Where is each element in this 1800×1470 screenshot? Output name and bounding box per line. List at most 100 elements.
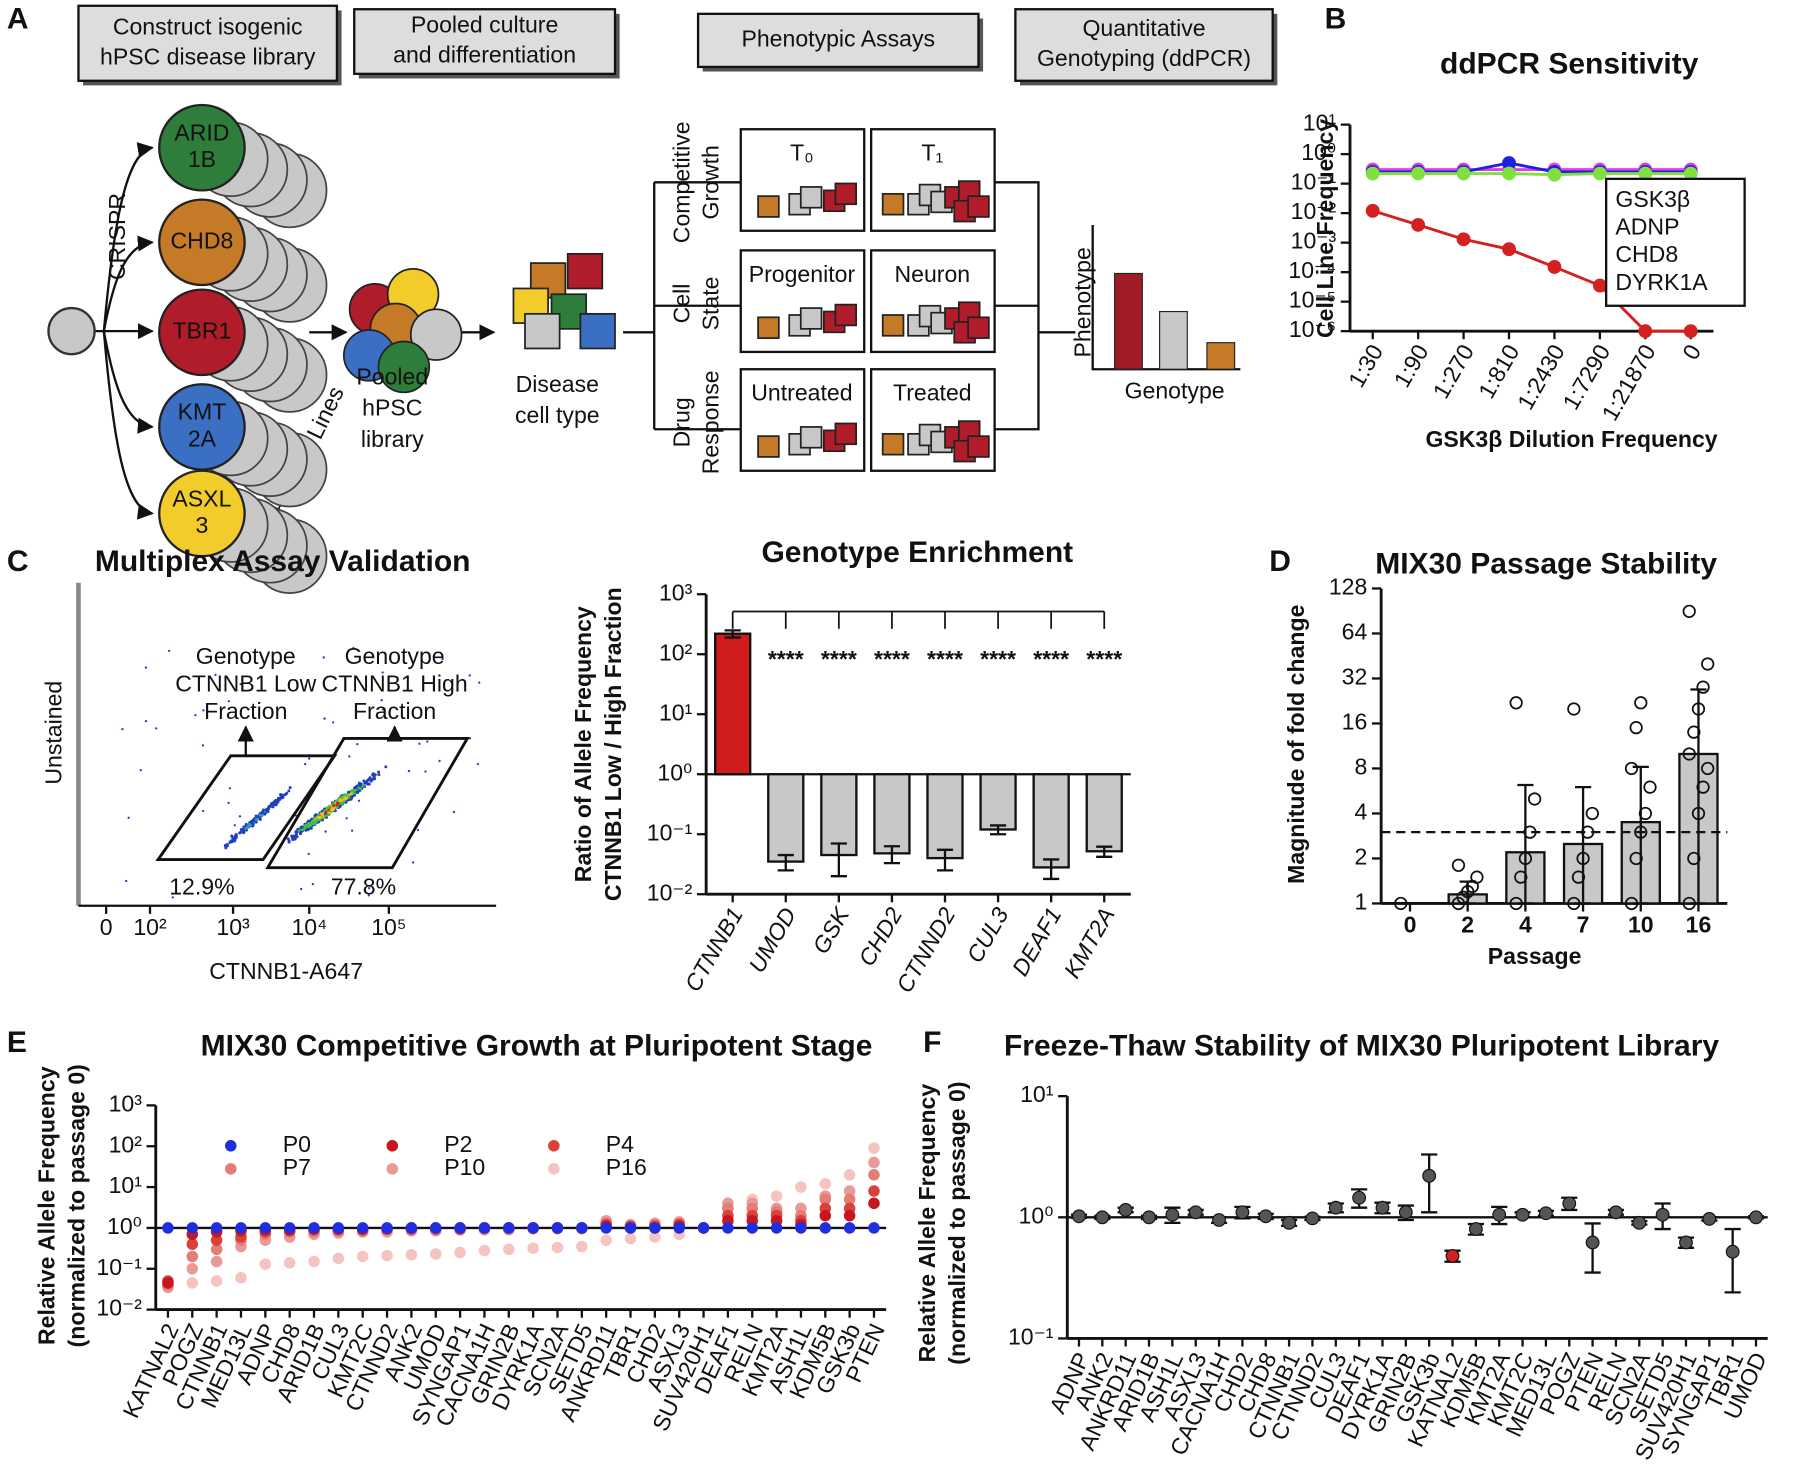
- chart-title: Freeze-Thaw Stability of MIX30 Pluripote…: [1004, 1030, 1719, 1063]
- schematic-bar: [1114, 272, 1143, 370]
- point: [843, 1169, 856, 1181]
- x-tick-label: 1:90: [1389, 340, 1434, 392]
- event-dot: [314, 820, 318, 824]
- x-tick-label: KMT2A: [1059, 903, 1120, 983]
- point: [843, 1222, 856, 1234]
- event-dot: [288, 786, 292, 790]
- event-dot: [287, 840, 291, 844]
- event-dot: [308, 757, 311, 760]
- pool-label: Pooled: [356, 364, 428, 390]
- event-dot: [326, 805, 330, 809]
- point: [1683, 324, 1698, 339]
- point: [1634, 696, 1648, 710]
- point: [478, 1244, 491, 1257]
- bar: [767, 773, 805, 863]
- cell-line-label: CHD8: [171, 227, 234, 253]
- point: [1682, 896, 1696, 911]
- point: [1632, 1215, 1647, 1230]
- chart-title: Genotype Enrichment: [761, 536, 1073, 569]
- point: [697, 1222, 710, 1234]
- point: [1691, 806, 1706, 821]
- point: [259, 1222, 272, 1234]
- event-dot: [314, 813, 318, 817]
- event-dot: [313, 822, 317, 826]
- event-dot: [254, 814, 258, 818]
- event-dot: [358, 784, 362, 788]
- cell-square: [757, 435, 780, 458]
- event-dot: [373, 773, 377, 777]
- event-dot: [303, 825, 307, 829]
- point: [673, 1222, 685, 1234]
- point: [722, 1222, 734, 1234]
- pool-cell: [409, 308, 463, 361]
- readout-x: Genotype: [1125, 377, 1225, 403]
- header-text: hPSC disease library: [100, 43, 316, 69]
- point: [624, 1232, 637, 1245]
- point: [1547, 167, 1562, 182]
- bar: [979, 773, 1017, 831]
- event-dot: [144, 666, 148, 669]
- event-dot: [233, 824, 236, 827]
- cell-line-label: TBR1: [172, 317, 231, 343]
- x-tick-label: 10²: [133, 914, 167, 940]
- cell-line: [158, 469, 246, 558]
- event-dot: [249, 820, 253, 824]
- event-dot: [369, 779, 373, 783]
- point: [600, 1234, 612, 1246]
- legend-marker: [386, 1163, 399, 1175]
- point: [1365, 203, 1380, 218]
- legend-label: P16: [606, 1154, 647, 1180]
- y-tick-label: 10⁰: [1301, 139, 1336, 165]
- point: [843, 1209, 856, 1222]
- cell-square: [834, 182, 858, 206]
- point: [1571, 870, 1586, 884]
- point: [1655, 1207, 1670, 1222]
- event-dot: [168, 649, 171, 653]
- legend-label: P10: [444, 1154, 485, 1180]
- point: [356, 1250, 369, 1263]
- point: [1398, 1205, 1413, 1220]
- event-dot: [476, 762, 479, 766]
- series-line: [1372, 161, 1691, 174]
- event-dot: [336, 802, 340, 806]
- point: [162, 1222, 174, 1234]
- header-box: [353, 8, 617, 75]
- point: [478, 1222, 491, 1234]
- event-dot: [244, 822, 248, 826]
- event-dot: [125, 879, 128, 883]
- point: [1375, 1200, 1390, 1215]
- event-dot: [239, 830, 243, 834]
- y-tick-label: 10²: [109, 1131, 143, 1157]
- y-tick-label: 10⁻²: [96, 1295, 142, 1321]
- event-dot: [452, 810, 456, 814]
- legend-marker: [225, 1163, 237, 1175]
- assay-name: Response: [698, 370, 724, 474]
- pool-label: hPSC: [362, 395, 422, 421]
- point: [1624, 896, 1639, 911]
- gate-label: Fraction: [204, 698, 287, 724]
- point: [527, 1242, 539, 1254]
- point: [1687, 851, 1701, 866]
- x-tick-label: 1:30: [1343, 340, 1388, 392]
- cell-square: [757, 316, 780, 339]
- point: [868, 1222, 880, 1234]
- event-dot: [344, 793, 348, 797]
- point: [1749, 1210, 1763, 1225]
- x-label: Passage: [1488, 943, 1582, 969]
- event-dot: [359, 787, 363, 791]
- y-tick-label: 10⁻³: [1291, 228, 1337, 254]
- error-bar: [883, 845, 900, 865]
- error-bar: [830, 842, 847, 878]
- point: [503, 1222, 515, 1234]
- panel-letter: E: [7, 1026, 27, 1059]
- point: [1188, 1205, 1203, 1220]
- event-dot: [247, 708, 250, 711]
- parent-cell: [47, 306, 96, 356]
- panel-letter: D: [1269, 545, 1291, 578]
- event-dot: [202, 709, 205, 712]
- legend-label: P7: [283, 1154, 311, 1180]
- point: [381, 1249, 393, 1262]
- point: [1696, 780, 1710, 794]
- point: [1567, 896, 1581, 911]
- event-dot: [357, 781, 361, 785]
